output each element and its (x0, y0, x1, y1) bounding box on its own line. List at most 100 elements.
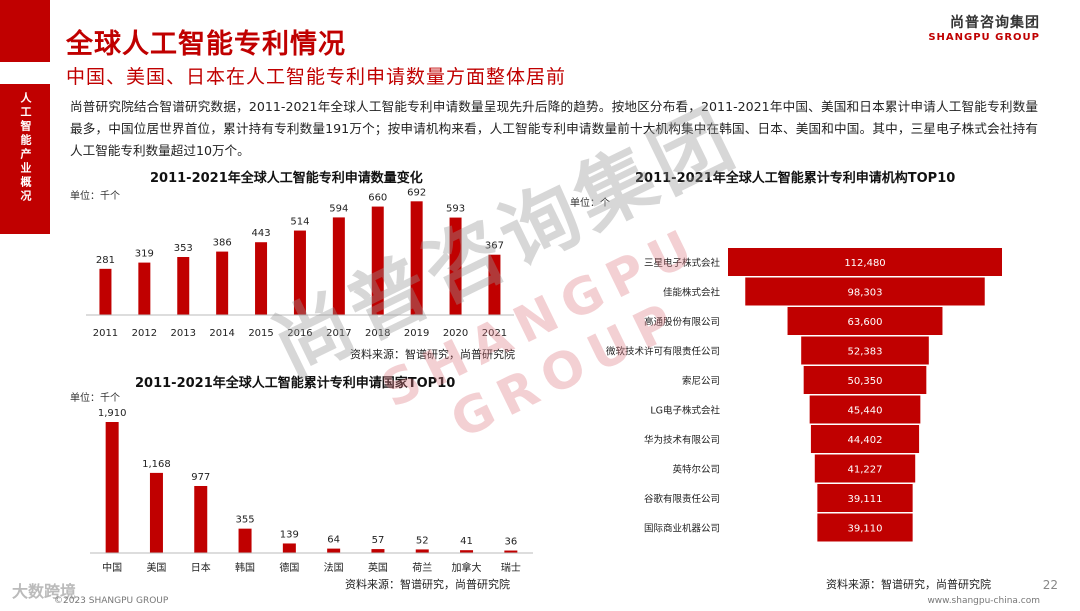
brand-logo: 尚普咨询集团 SHANGPU GROUP (928, 12, 1040, 43)
chart3-org-label: 谷歌有限责任公司 (644, 493, 720, 505)
intro-paragraph: 尚普研究院结合智谱研究数据，2011-2021年全球人工智能专利申请数量呈现先升… (70, 99, 1038, 158)
chart3-value-label: 112,480 (844, 258, 885, 269)
chart3-org-label: 索尼公司 (682, 375, 720, 387)
chart3-bar (787, 307, 943, 335)
chart3-org-label: LG电子株式会社 (650, 405, 720, 417)
chart1-value-label: 514 (290, 217, 309, 228)
chart1-source: 资料来源：智谱研究，尚普研究院 (350, 348, 515, 361)
chart1-year-label: 2011 (93, 328, 118, 339)
chart2-value-label: 36 (504, 537, 517, 548)
chart2-country-label: 加拿大 (452, 561, 482, 574)
chart1-value-label: 594 (329, 203, 348, 214)
chart3-value-label: 50,350 (848, 376, 883, 387)
chart1-bar (216, 251, 229, 315)
footer-logo: 大数跨境 (12, 578, 76, 602)
chart2-country-label: 中国 (102, 561, 122, 574)
brand-name-cn: 尚普咨询集团 (950, 15, 1040, 31)
chart1-bar (332, 217, 345, 315)
chart1-year-label: 2021 (482, 328, 507, 339)
chart1-year-label: 2018 (365, 328, 390, 339)
chart3-bar (801, 336, 929, 365)
chart3-value-label: 63,600 (848, 317, 883, 328)
chart1-value-label: 281 (96, 255, 115, 266)
chart1-year-label: 2013 (171, 328, 196, 339)
chart2-value-label: 1,168 (142, 459, 171, 470)
page-number: 22 (1042, 578, 1058, 592)
footer-copyright: ©2023 SHANGPU GROUP (54, 596, 169, 606)
chart3-value-label: 44,402 (848, 435, 883, 446)
chart3-bar (817, 484, 913, 512)
chart1-year-label: 2017 (326, 328, 351, 339)
chart2-country-label: 英国 (368, 561, 388, 574)
chart3-bar (809, 395, 921, 424)
chart1-year-label: 2014 (209, 328, 234, 339)
chart2-country-label: 荷兰 (412, 561, 432, 574)
chart1-value-label: 692 (407, 187, 426, 198)
chart3-value-label: 41,227 (848, 465, 883, 476)
chart1-value-label: 386 (213, 238, 232, 249)
chart1-value-label: 660 (368, 193, 387, 204)
section-tab: 人工智能产业概况 (0, 84, 50, 234)
chart2-bar (149, 472, 163, 553)
chart2-source: 资料来源：智谱研究，尚普研究院 (345, 578, 510, 591)
chart2-country-label: 瑞士 (501, 561, 521, 574)
chart1-value-label: 367 (485, 241, 504, 252)
chart2-value-label: 1,910 (98, 408, 127, 419)
chart3-bar (803, 366, 927, 394)
footer-url: www.shangpu-china.com (927, 596, 1040, 606)
chart2-country-label: 韩国 (235, 561, 255, 574)
chart2-bar (105, 422, 119, 553)
chart1-year-label: 2012 (132, 328, 157, 339)
section-tab-label: 人工智能产业概况 (19, 92, 32, 204)
chart2-unit: 单位：千个 (70, 393, 120, 404)
chart1-title: 2011-2021年全球人工智能专利申请数量变化 (150, 171, 423, 186)
chart3-org-label: 三星电子株式会社 (644, 257, 721, 269)
chart1-bar (371, 206, 384, 315)
chart3-bar (728, 248, 1002, 276)
chart3-bar (817, 513, 913, 542)
chart3-org-label: 国际商业机器公司 (644, 523, 720, 535)
corner-accent (0, 0, 50, 62)
chart1-bar (488, 254, 501, 315)
chart3-unit: 单位：个 (570, 198, 610, 209)
chart2-value-label: 64 (327, 535, 340, 546)
chart3-source: 资料来源：智谱研究，尚普研究院 (826, 578, 991, 591)
chart3-org-label: 英特尔公司 (672, 464, 720, 476)
chart3-bar (810, 425, 920, 453)
chart3-bar (814, 454, 916, 483)
chart3-value-label: 52,383 (848, 347, 883, 358)
footer-logo-text: 大数跨境 (12, 582, 77, 601)
chart2-country-label: 德国 (279, 561, 299, 574)
chart2-bar (194, 485, 208, 553)
chart1-unit: 单位：千个 (70, 191, 120, 202)
chart2-bar (282, 543, 296, 553)
chart2-value-label: 57 (372, 535, 385, 546)
page-subtitle: 中国、美国、日本在人工智能专利申请数量方面整体居前 (66, 66, 567, 88)
chart2-bar (460, 550, 474, 553)
chart1-bar (410, 201, 423, 315)
chart1-value-label: 593 (446, 204, 465, 215)
chart3-org-label: 佳能株式会社 (663, 287, 721, 299)
chart3-org-label: 华为技术有限公司 (644, 434, 720, 446)
chart3-value-label: 45,440 (848, 406, 883, 417)
chart1-year-label: 2019 (404, 328, 429, 339)
chart3-bar (745, 277, 985, 306)
chart2-value-label: 139 (280, 529, 299, 540)
chart1-bar (177, 257, 190, 315)
chart2-value-label: 52 (416, 535, 429, 546)
chart3-title: 2011-2021年全球人工智能累计专利申请机构TOP10 (635, 171, 956, 186)
chart2-bar (238, 528, 252, 553)
chart1-value-label: 443 (252, 228, 271, 239)
chart2-value-label: 977 (191, 472, 210, 483)
chart2-bar (371, 549, 385, 553)
page-title: 全球人工智能专利情况 (66, 29, 346, 60)
chart1-bar (449, 217, 462, 315)
chart2-country-label: 法国 (324, 561, 344, 574)
chart3-value-label: 98,303 (848, 288, 883, 299)
chart3-org-label: 微软技术许可有限责任公司 (606, 346, 720, 358)
brand-name-en: SHANGPU GROUP (928, 32, 1040, 43)
chart3-org-label: 高通股份有限公司 (644, 316, 720, 328)
